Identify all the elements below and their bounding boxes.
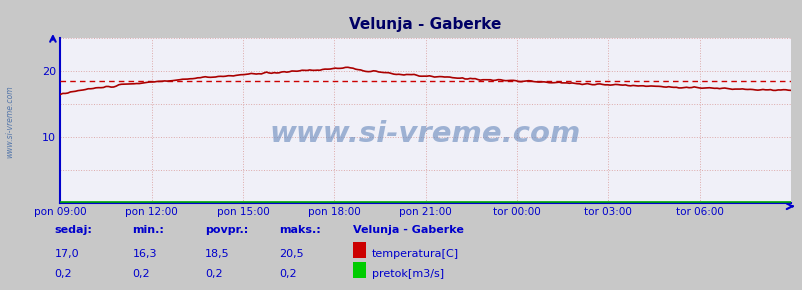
Text: 17,0: 17,0 (55, 249, 79, 259)
Text: 0,2: 0,2 (55, 269, 72, 279)
Text: www.si-vreme.com: www.si-vreme.com (269, 119, 581, 148)
Text: 18,5: 18,5 (205, 249, 229, 259)
Text: min.:: min.: (132, 225, 164, 235)
Text: maks.:: maks.: (279, 225, 321, 235)
Text: 20,5: 20,5 (279, 249, 304, 259)
Text: 0,2: 0,2 (132, 269, 150, 279)
Text: 16,3: 16,3 (132, 249, 157, 259)
Text: sedaj:: sedaj: (55, 225, 92, 235)
Text: pretok[m3/s]: pretok[m3/s] (371, 269, 444, 279)
Text: www.si-vreme.com: www.si-vreme.com (5, 86, 14, 158)
Title: Velunja - Gaberke: Velunja - Gaberke (349, 17, 501, 32)
Text: povpr.:: povpr.: (205, 225, 248, 235)
Text: 0,2: 0,2 (205, 269, 222, 279)
Text: Velunja - Gaberke: Velunja - Gaberke (353, 225, 464, 235)
Text: temperatura[C]: temperatura[C] (371, 249, 458, 259)
Text: 0,2: 0,2 (279, 269, 297, 279)
